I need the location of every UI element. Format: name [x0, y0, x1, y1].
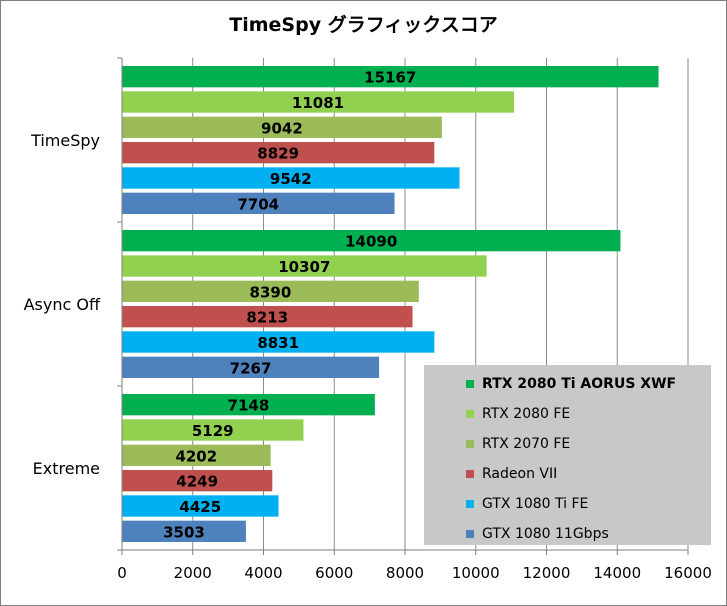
category-label: Async Off [24, 295, 101, 314]
bar [122, 66, 659, 88]
bar [122, 280, 419, 302]
data-label: 9042 [261, 119, 303, 137]
category-label: TimeSpy [30, 131, 100, 150]
bar [122, 394, 375, 416]
legend-label: RTX 2080 FE [482, 406, 571, 422]
legend-label: RTX 2070 FE [482, 436, 571, 452]
data-label: 4202 [175, 447, 217, 465]
legend-swatch [466, 500, 474, 508]
data-label: 7148 [228, 397, 270, 415]
bar [122, 495, 279, 517]
x-tick-label: 10000 [452, 564, 500, 582]
bar [122, 192, 395, 214]
legend-item: GTX 1080 Ti FE [424, 489, 711, 519]
x-tick-label: 16000 [664, 564, 712, 582]
bar [122, 306, 413, 328]
data-label: 7704 [237, 195, 279, 213]
bar [122, 116, 442, 138]
legend-label: GTX 1080 Ti FE [482, 496, 589, 512]
legend-item: GTX 1080 11Gbps [424, 519, 711, 549]
x-tick-label: 14000 [593, 564, 641, 582]
data-label: 4425 [179, 498, 221, 516]
bar [122, 520, 246, 542]
legend-swatch [466, 380, 474, 388]
category-label: Extreme [33, 459, 100, 478]
bar [122, 470, 273, 492]
data-label: 8213 [246, 309, 288, 327]
legend-item: Radeon VII [424, 459, 711, 489]
data-label: 15167 [364, 69, 416, 87]
bar [122, 91, 514, 113]
x-tick-label: 8000 [386, 564, 424, 582]
legend-swatch [466, 440, 474, 448]
data-label: 7267 [230, 359, 272, 377]
bars: 15167 11081 9042 8829 9542 7704 14090 10307 8390… [122, 66, 659, 542]
legend-swatch [466, 410, 474, 418]
legend: RTX 2080 Ti AORUS XWF RTX 2080 FE RTX 2070… [424, 365, 711, 545]
axes: 0 2000 4000 6000 8000 10000 12000 14000 16000 Tim… [24, 57, 712, 582]
bar [122, 167, 460, 189]
data-label: 8390 [250, 283, 292, 301]
bar [122, 356, 380, 378]
bar [122, 230, 621, 252]
data-label: 10307 [278, 258, 330, 276]
bar [122, 142, 435, 164]
x-tick-label: 6000 [315, 564, 353, 582]
x-tick-label: 0 [117, 564, 127, 582]
data-label: 5129 [192, 422, 234, 440]
legend-item: RTX 2080 Ti AORUS XWF [424, 369, 711, 399]
data-label: 14090 [345, 233, 397, 251]
legend-item: RTX 2080 FE [424, 399, 711, 429]
data-label: 11081 [292, 94, 344, 112]
legend-swatch [466, 470, 474, 478]
data-label: 8831 [257, 334, 299, 352]
bar [122, 444, 271, 466]
data-label: 4249 [176, 473, 218, 491]
data-label: 8829 [257, 145, 299, 163]
bar [122, 255, 487, 277]
data-label: 9542 [270, 170, 312, 188]
bar [122, 419, 304, 441]
legend-label: RTX 2080 Ti AORUS XWF [482, 376, 677, 392]
legend-label: Radeon VII [482, 466, 558, 482]
x-tick-label: 4000 [244, 564, 282, 582]
legend-swatch [466, 530, 474, 538]
bar [122, 331, 435, 353]
legend-label: GTX 1080 11Gbps [482, 526, 609, 542]
data-label: 3503 [163, 523, 205, 541]
legend-item: RTX 2070 FE [424, 429, 711, 459]
chart-title: TimeSpy グラフィックスコア [229, 14, 498, 36]
x-tick-label: 12000 [523, 564, 571, 582]
x-tick-label: 2000 [174, 564, 212, 582]
